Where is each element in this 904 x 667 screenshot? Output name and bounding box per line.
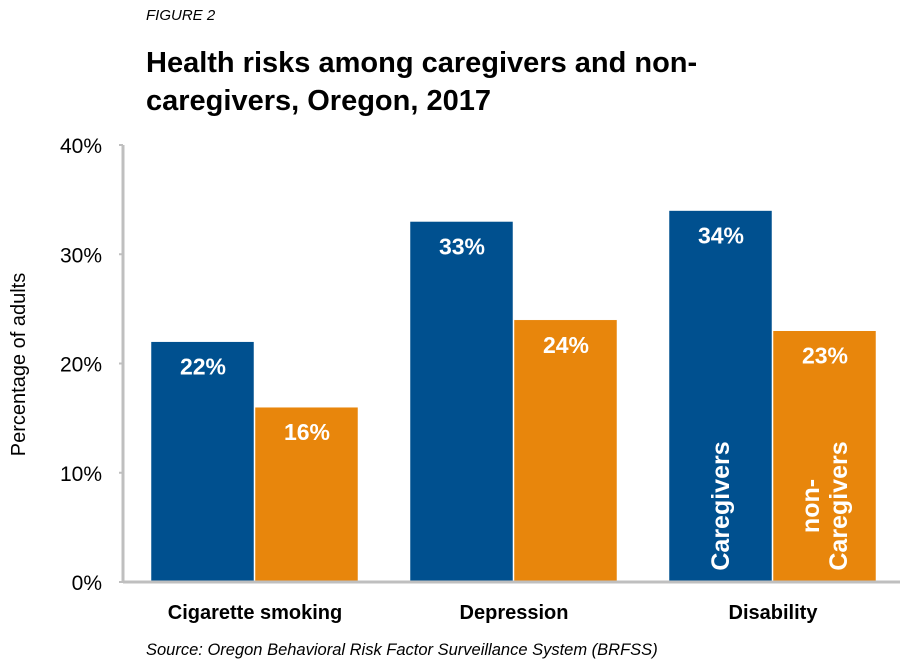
bar-non-caregivers (254, 406, 359, 583)
legend-label-caregivers: Caregivers (707, 441, 735, 570)
y-tick-label: 0% (72, 572, 102, 595)
bar-non-caregivers (513, 319, 618, 583)
legend-label-non-caregivers: Caregivers (825, 441, 853, 570)
y-tick-label: 20% (60, 354, 102, 377)
chart-title: Health risks among caregivers and non- c… (146, 44, 786, 120)
x-category-label: Cigarette smoking (168, 602, 342, 624)
x-category-label: Disability (729, 602, 819, 624)
legend-label-non-caregivers: non- (797, 479, 825, 533)
x-category-label: Depression (460, 602, 569, 624)
y-tick-label: 40% (60, 135, 102, 158)
data-label: 22% (180, 354, 226, 380)
y-axis-label: Percentage of adults (8, 273, 30, 456)
data-label: 33% (439, 233, 485, 259)
chart-title-line-1: Health risks among caregivers and non- (146, 47, 698, 79)
bar-caregivers (409, 221, 514, 583)
chart-title-line-2: caregivers, Oregon, 2017 (146, 85, 491, 117)
bar-caregivers (150, 341, 255, 583)
figure-label: FIGURE 2 (146, 7, 216, 24)
source-note: Source: Oregon Behavioral Risk Factor Su… (146, 641, 658, 659)
y-tick-label: 30% (60, 244, 102, 267)
y-tick-label: 10% (60, 463, 102, 486)
data-label: 34% (698, 223, 744, 249)
bar-non-caregivers (772, 330, 877, 583)
data-label: 23% (802, 343, 848, 369)
data-label: 24% (543, 332, 589, 358)
bar-caregivers (668, 210, 773, 583)
data-label: 16% (284, 419, 330, 445)
